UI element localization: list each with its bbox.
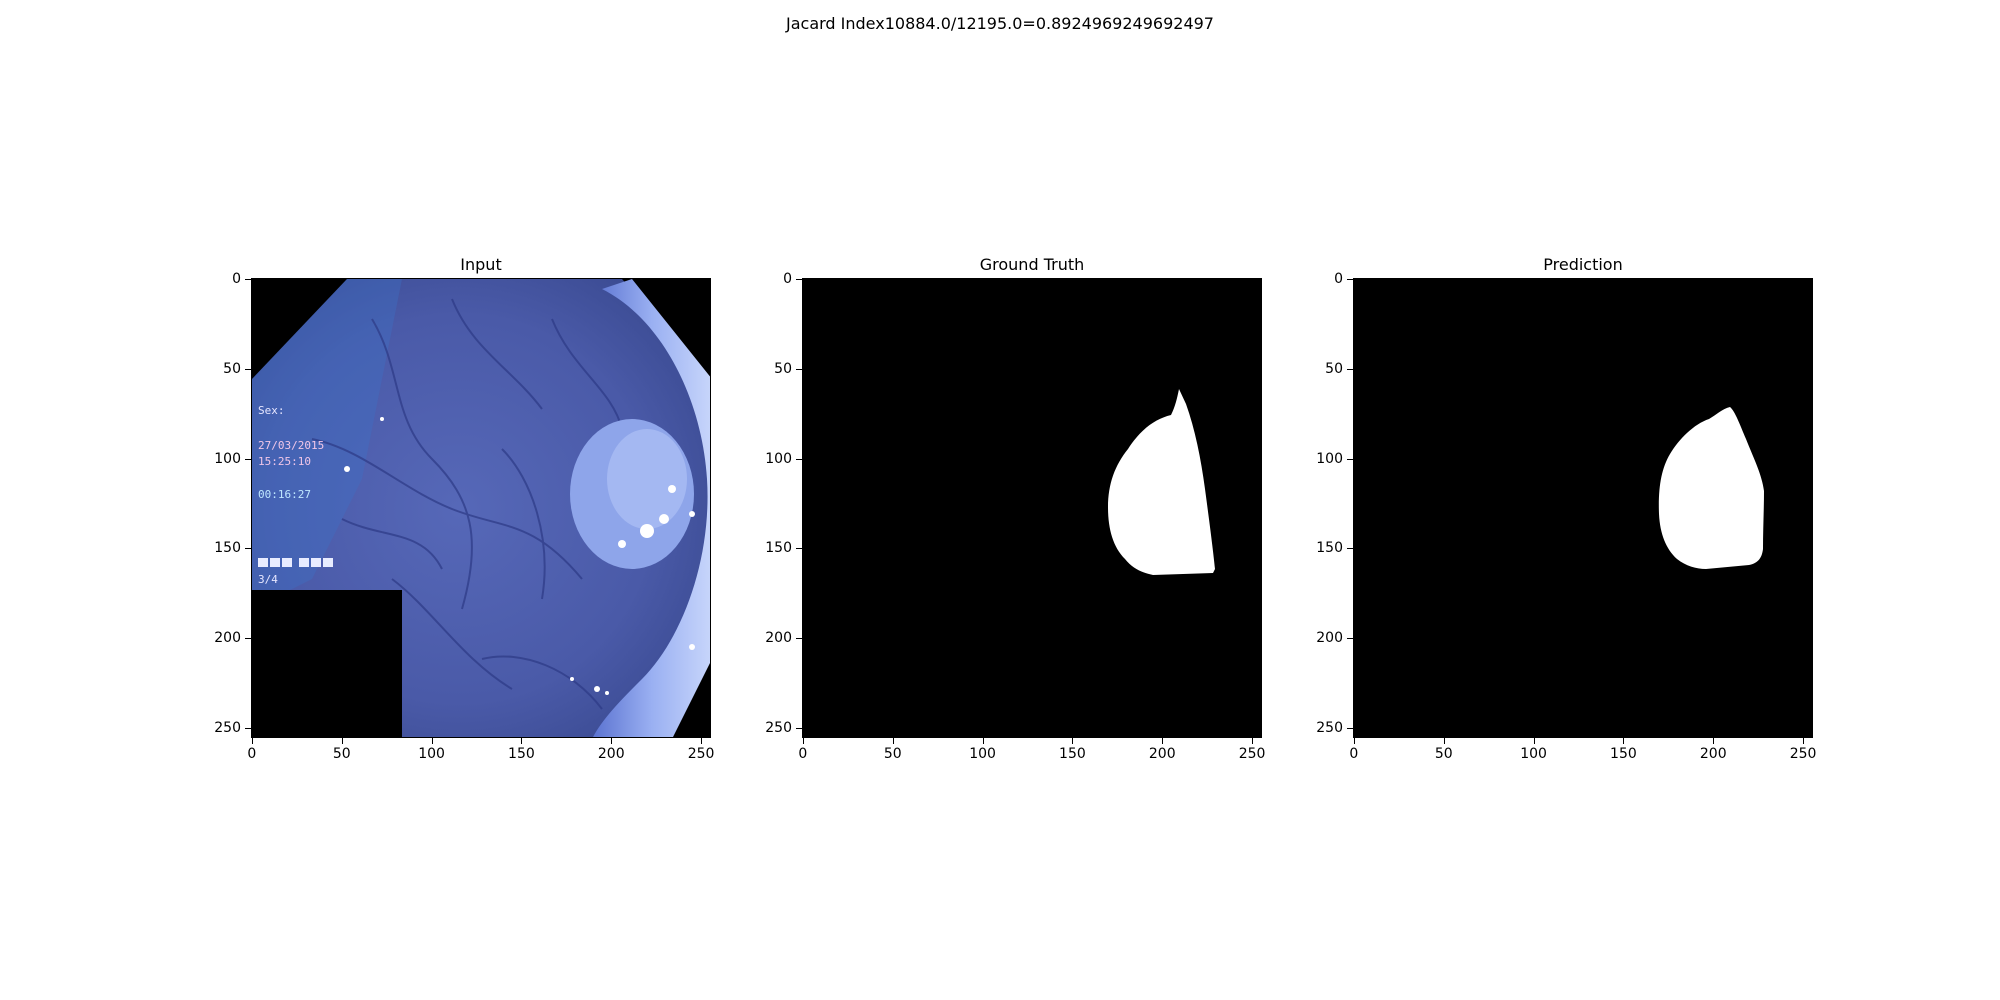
y-tick-mark <box>1347 638 1353 640</box>
input-image-axes: Sex: 27/03/2015 15:25:10 00:16:27 3/4 <box>251 278 711 738</box>
y-tick-mark <box>1347 278 1353 280</box>
x-tick-label: 150 <box>1059 746 1086 762</box>
y-tick-mark <box>245 458 251 460</box>
prediction-mask <box>1354 279 1812 737</box>
x-tick-mark <box>1252 738 1254 744</box>
x-tick-mark <box>1353 738 1355 744</box>
y-tick-label: 150 <box>1316 540 1343 557</box>
y-tick-label: 50 <box>223 360 241 377</box>
y-tick-label: 150 <box>765 540 792 557</box>
specular-highlights <box>344 417 695 695</box>
x-tick-label: 250 <box>1789 746 1817 762</box>
prediction-axes <box>1353 278 1813 738</box>
x-tick-label: 250 <box>687 746 715 762</box>
endoscopy-image: Sex: 27/03/2015 15:25:10 00:16:27 3/4 <box>252 279 710 737</box>
y-tick-mark <box>245 548 251 550</box>
y-tick-label: 250 <box>214 720 241 737</box>
x-tick-mark <box>1803 738 1805 744</box>
y-tick-label: 0 <box>232 270 241 287</box>
x-tick-label: 100 <box>1520 746 1547 762</box>
prediction-region <box>1658 407 1764 569</box>
x-tick-mark <box>1623 738 1625 744</box>
overlay-index: 3/4 <box>258 573 278 586</box>
y-tick-mark <box>1347 728 1353 730</box>
y-tick-label: 100 <box>214 450 241 467</box>
y-tick-mark <box>245 278 251 280</box>
x-tick-mark <box>1443 738 1445 744</box>
x-tick-mark <box>611 738 613 744</box>
y-tick-label: 50 <box>774 360 792 377</box>
overlay-sex: Sex: <box>258 404 285 417</box>
x-tick-label: 0 <box>247 746 257 762</box>
y-tick-mark <box>796 368 802 370</box>
y-tick-mark <box>245 638 251 640</box>
x-tick-label: 250 <box>1238 746 1266 762</box>
x-tick-label: 100 <box>969 746 996 762</box>
x-tick-label: 50 <box>332 746 351 762</box>
x-tick-label: 0 <box>1349 746 1359 762</box>
panel-title-ground-truth: Ground Truth <box>979 255 1085 274</box>
y-tick-label: 50 <box>1325 360 1343 377</box>
y-tick-label: 0 <box>1334 270 1343 287</box>
panel-title-prediction: Prediction <box>1543 255 1623 274</box>
overlay-duration: 00:16:27 <box>258 488 311 501</box>
figure-suptitle: Jacard Index10884.0/12195.0=0.8924969249… <box>786 14 1214 33</box>
y-tick-mark <box>796 278 802 280</box>
x-tick-mark <box>1162 738 1164 744</box>
vessel-pattern <box>311 298 623 710</box>
x-tick-label: 150 <box>1610 746 1637 762</box>
x-tick-mark <box>251 738 253 744</box>
x-tick-label: 0 <box>798 746 808 762</box>
x-tick-mark <box>1713 738 1715 744</box>
overlay-text: Sex: 27/03/2015 15:25:10 00:16:27 3/4 <box>258 404 324 586</box>
x-tick-mark <box>431 738 433 744</box>
y-tick-label: 200 <box>1316 630 1343 647</box>
masked-corner <box>252 590 402 737</box>
y-tick-mark <box>796 728 802 730</box>
x-tick-mark <box>341 738 343 744</box>
ground-truth-region <box>1108 389 1215 575</box>
y-tick-label: 250 <box>765 720 792 737</box>
overlay-time: 15:25:10 <box>258 455 311 468</box>
x-tick-mark <box>802 738 804 744</box>
x-tick-label: 200 <box>1699 746 1727 762</box>
ground-truth-mask <box>803 279 1261 737</box>
polyp-fold <box>593 279 710 737</box>
y-tick-label: 250 <box>1316 720 1343 737</box>
x-tick-label: 50 <box>1434 746 1453 762</box>
y-tick-label: 100 <box>1316 450 1343 467</box>
y-tick-mark <box>245 728 251 730</box>
y-tick-label: 0 <box>783 270 792 287</box>
x-tick-mark <box>892 738 894 744</box>
panel-title-input: Input <box>460 255 502 274</box>
x-tick-label: 200 <box>597 746 625 762</box>
y-tick-mark <box>1347 548 1353 550</box>
y-tick-mark <box>1347 458 1353 460</box>
x-tick-label: 100 <box>418 746 445 762</box>
y-tick-mark <box>796 548 802 550</box>
x-tick-label: 50 <box>883 746 902 762</box>
x-tick-mark <box>521 738 523 744</box>
x-tick-label: 150 <box>508 746 535 762</box>
y-tick-label: 150 <box>214 540 241 557</box>
y-tick-label: 100 <box>765 450 792 467</box>
y-tick-mark <box>796 638 802 640</box>
x-tick-mark <box>701 738 703 744</box>
y-tick-mark <box>245 368 251 370</box>
y-tick-label: 200 <box>765 630 792 647</box>
x-tick-mark <box>1533 738 1535 744</box>
overlay-date: 27/03/2015 <box>258 439 324 452</box>
y-tick-mark <box>1347 368 1353 370</box>
x-tick-label: 200 <box>1148 746 1176 762</box>
x-tick-mark <box>1072 738 1074 744</box>
overlay-blocks <box>258 558 333 567</box>
ground-truth-axes <box>802 278 1262 738</box>
y-tick-mark <box>796 458 802 460</box>
x-tick-mark <box>982 738 984 744</box>
y-tick-label: 200 <box>214 630 241 647</box>
